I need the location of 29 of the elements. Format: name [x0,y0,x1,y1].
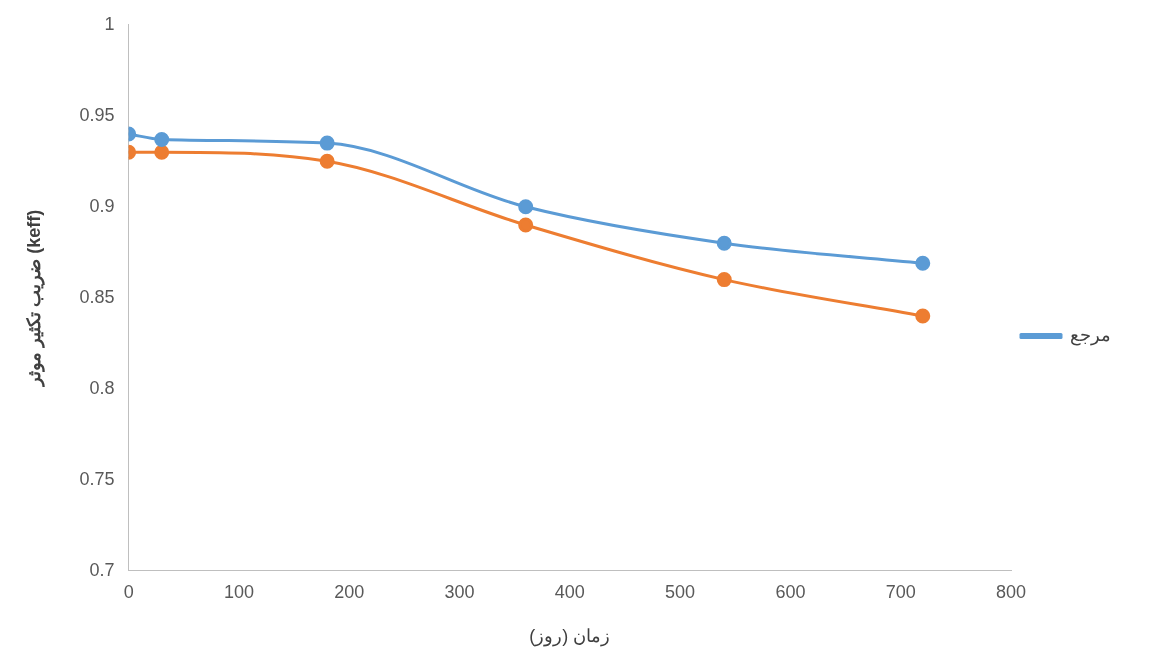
x-tick-label: 0 [123,581,134,602]
y-tick-label: 0.8 [89,377,115,398]
x-tick-label: 400 [554,581,585,602]
x-tick-label: 300 [444,581,475,602]
point [518,217,534,233]
x-tick-label: 100 [223,581,254,602]
point [319,135,335,151]
point [915,308,931,324]
y-tick-label: 0.85 [79,286,115,307]
point [518,199,534,215]
y-axis-title: ضریب تکثیر موثر (keff) [23,209,45,388]
x-tick-label: 500 [665,581,696,602]
point [716,235,732,251]
x-tick-label: 800 [995,581,1027,602]
y-tick-label: 0.75 [79,468,115,489]
y-tick-label: 1 [104,13,115,34]
point [915,255,931,271]
point [154,131,170,147]
y-tick-label: 0.95 [79,104,115,125]
point [319,153,335,169]
y-tick-label: 0.9 [89,195,115,216]
point [716,272,732,288]
x-tick-label: 700 [885,581,916,602]
x-axis-title: زمان (روز) [529,626,611,648]
y-tick-label: 0.7 [89,559,115,580]
x-tick-label: 600 [775,581,806,602]
point [154,144,170,160]
legend-label: مرجع [1070,324,1111,346]
x-tick-label: 200 [334,581,365,602]
